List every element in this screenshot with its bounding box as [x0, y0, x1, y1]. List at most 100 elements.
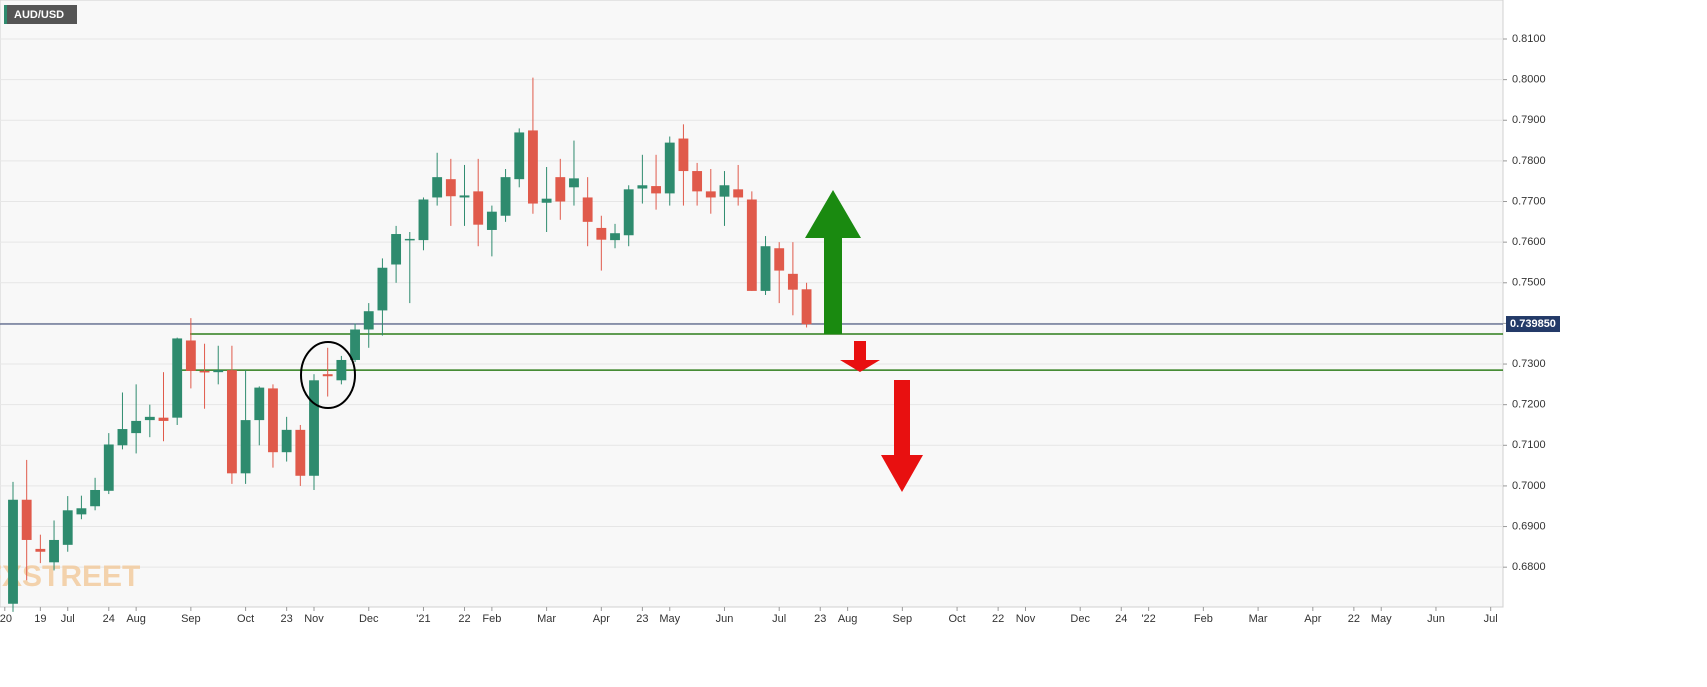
- candle-body: [514, 132, 525, 180]
- candle-body: [404, 238, 415, 241]
- x-tick-label: Aug: [838, 613, 858, 625]
- candle-body: [787, 273, 798, 290]
- candle-body: [418, 199, 429, 241]
- highlight-circle: [300, 341, 356, 409]
- candle-body: [678, 138, 689, 172]
- candle-body: [268, 388, 278, 453]
- candle-body: [281, 429, 292, 453]
- candle-body: [363, 311, 374, 330]
- plot-area: [0, 0, 1504, 608]
- candle-body: [651, 186, 661, 194]
- candle-body: [569, 178, 579, 188]
- x-tick-label: May: [1371, 613, 1392, 625]
- candle-body: [459, 195, 470, 198]
- small-down-arrow: [840, 341, 880, 372]
- candle-body: [637, 185, 648, 189]
- candle-body: [254, 387, 265, 421]
- y-tick-label: 0.7500: [1512, 277, 1546, 289]
- candle-body: [21, 499, 32, 540]
- x-tick-label: 23: [281, 613, 293, 625]
- y-tick-label: 0.6800: [1512, 561, 1546, 573]
- x-tick-label: Oct: [949, 613, 966, 625]
- candle-body: [623, 189, 634, 236]
- y-tick-label: 0.8000: [1512, 74, 1546, 86]
- candle-body: [733, 189, 744, 198]
- candle-body: [322, 374, 333, 377]
- candle-body: [309, 380, 319, 476]
- y-tick-label: 0.7800: [1512, 155, 1546, 167]
- candle-body: [760, 246, 771, 291]
- down-arrow: [881, 380, 923, 492]
- x-tick-label: Jun: [1427, 613, 1445, 625]
- symbol-badge: [4, 5, 77, 24]
- x-tick-label: '21: [416, 613, 430, 625]
- x-tick-label: '22: [1141, 613, 1155, 625]
- candle-body: [172, 338, 183, 418]
- watermark: FXSTREET: [0, 560, 140, 593]
- grid: [0, 38, 1503, 568]
- candle-body: [226, 370, 237, 474]
- y-tick-label: 0.7700: [1512, 195, 1546, 207]
- candle-body: [90, 489, 101, 507]
- x-tick-label: Oct: [237, 613, 254, 625]
- candle-body: [445, 179, 456, 197]
- candle-body: [35, 548, 46, 552]
- x-tick-label: Jul: [1484, 613, 1498, 625]
- candle-body: [144, 416, 155, 421]
- y-tick-label: 0.6900: [1512, 520, 1546, 532]
- axes: 0.68000.69000.70000.71000.72000.73000.74…: [0, 33, 1560, 625]
- y-tick-label: 0.7900: [1512, 114, 1546, 126]
- candle-body: [500, 177, 511, 216]
- candle-body: [131, 420, 142, 434]
- chart-title: AUD/USD: [14, 9, 64, 21]
- last-price-label: 0.739850: [1510, 318, 1556, 330]
- y-tick-label: 0.8100: [1512, 33, 1546, 45]
- candle-body: [8, 499, 18, 604]
- y-tick-label: 0.7300: [1512, 358, 1546, 370]
- x-tick-label: Apr: [593, 613, 610, 625]
- x-tick-label: Apr: [1304, 613, 1321, 625]
- x-tick-label: Feb: [1194, 613, 1213, 625]
- y-tick-label: 0.7100: [1512, 439, 1546, 451]
- candle-body: [295, 429, 306, 476]
- x-tick-label: 23: [814, 613, 826, 625]
- x-tick-label: 24: [1115, 613, 1127, 625]
- symbol-badge-accent: [4, 5, 7, 24]
- up-arrow: [805, 190, 861, 334]
- candle-body: [541, 198, 552, 203]
- candle-body: [117, 429, 128, 446]
- x-tick-label: Feb: [482, 613, 501, 625]
- candle-body: [199, 370, 210, 373]
- candle-body: [664, 142, 675, 194]
- x-tick-label: Dec: [359, 613, 379, 625]
- x-tick-label: Dec: [1070, 613, 1090, 625]
- candle-body: [350, 329, 360, 360]
- candle-body: [213, 370, 224, 373]
- candle-body: [746, 199, 757, 291]
- levels: [0, 323, 1503, 371]
- candle-body: [527, 130, 538, 204]
- candle-body: [486, 211, 497, 230]
- x-tick-label: Mar: [537, 613, 556, 625]
- candle-body: [473, 191, 484, 225]
- candle-body: [49, 539, 59, 563]
- x-tick-label: 22: [992, 613, 1004, 625]
- y-tick-label: 0.7600: [1512, 236, 1546, 248]
- candle-body: [596, 227, 607, 240]
- candle-body: [240, 420, 251, 474]
- candle-body: [76, 508, 87, 515]
- candle-body: [103, 444, 114, 491]
- y-tick-label: 0.7000: [1512, 480, 1546, 492]
- candle-body: [62, 510, 73, 545]
- candle-body: [719, 185, 730, 197]
- candle-body: [774, 248, 785, 271]
- candle-body: [801, 289, 812, 325]
- x-tick-label: Jul: [61, 613, 75, 625]
- candle-body: [185, 340, 196, 371]
- candles: [8, 77, 812, 612]
- candle-body: [391, 234, 402, 265]
- candle-body: [692, 171, 703, 192]
- x-tick-label: Aug: [126, 613, 146, 625]
- x-tick-label: Mar: [1249, 613, 1268, 625]
